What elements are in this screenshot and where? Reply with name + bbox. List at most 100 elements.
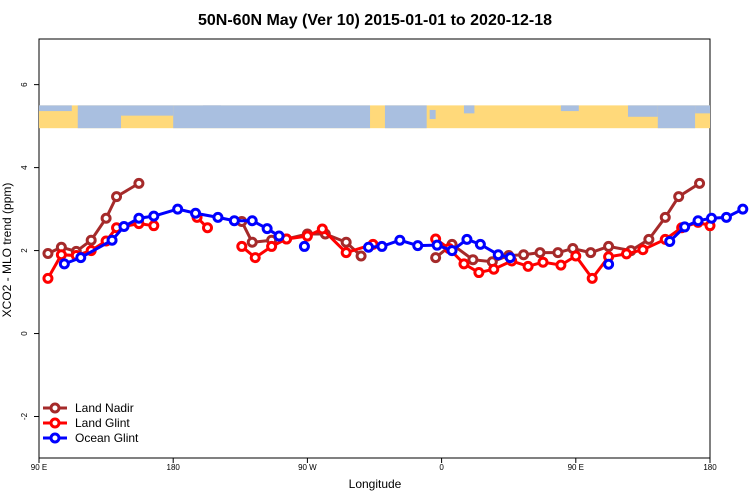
data-point (212, 211, 224, 223)
data-point (75, 252, 87, 264)
data-point (488, 263, 500, 275)
series-layer (42, 177, 749, 284)
data-point (190, 207, 202, 219)
data-point (504, 252, 516, 264)
data-point (643, 233, 655, 245)
data-point (340, 236, 352, 248)
data-point (664, 235, 676, 247)
y-tick-label: 0 (20, 331, 29, 336)
x-axis-label: Longitude (349, 477, 402, 491)
y-tick-label: -2 (20, 412, 29, 420)
data-point (679, 221, 691, 233)
data-point (458, 258, 470, 270)
data-point (705, 212, 717, 224)
data-point (376, 240, 388, 252)
data-point (394, 234, 406, 246)
legend-marker (49, 402, 61, 414)
map-ocean-region (384, 105, 427, 129)
legend-marker (49, 432, 61, 444)
data-point (249, 252, 261, 264)
data-point (659, 211, 671, 223)
data-point (603, 240, 615, 252)
series-line (434, 182, 701, 264)
data-point (534, 247, 546, 259)
map-ocean-region (429, 109, 436, 120)
map-ocean-region (203, 105, 221, 122)
data-point (412, 240, 424, 252)
data-point (261, 223, 273, 235)
data-point (355, 250, 367, 262)
data-point (246, 236, 258, 248)
data-point (236, 240, 248, 252)
data-point (446, 245, 458, 257)
data-point (58, 258, 70, 270)
x-tick-label: 90 E (568, 463, 584, 472)
data-point (55, 249, 67, 261)
legend-marker (49, 417, 61, 429)
x-tick-label: 90 W (298, 463, 317, 472)
data-point (692, 215, 704, 227)
data-point (474, 238, 486, 250)
data-point (133, 177, 145, 189)
data-point (585, 247, 597, 259)
map-ocean-region (463, 105, 475, 114)
map-ocean-region (657, 105, 696, 129)
map-ocean-region (695, 105, 710, 114)
data-point (720, 211, 732, 223)
data-point (586, 272, 598, 284)
data-point (298, 240, 310, 252)
y-axis-label: XCO2 - MLO trend (ppm) (0, 183, 14, 318)
world-map-strip (39, 105, 710, 129)
data-point (340, 247, 352, 259)
data-point (133, 212, 145, 224)
data-point (172, 203, 184, 215)
data-point (42, 247, 54, 259)
data-point (467, 254, 479, 266)
data-point (118, 221, 130, 233)
data-point (537, 256, 549, 268)
legend-item: Land Nadir (43, 401, 134, 415)
data-point (106, 234, 118, 246)
data-point (148, 220, 160, 232)
data-point (316, 223, 328, 235)
data-point (42, 272, 54, 284)
x-tick-label: 90 E (31, 463, 47, 472)
chart-title: 50N-60N May (Ver 10) 2015-01-01 to 2020-… (198, 12, 552, 29)
data-point (694, 177, 706, 189)
legend-label: Ocean Glint (75, 431, 139, 445)
data-point (555, 259, 567, 271)
series-line (63, 207, 280, 266)
legend-item: Ocean Glint (43, 431, 139, 445)
data-point (301, 230, 313, 242)
data-point (522, 260, 534, 272)
data-point (431, 239, 443, 251)
data-point (518, 249, 530, 261)
data-point (228, 215, 240, 227)
data-point (492, 249, 504, 261)
data-point (737, 203, 749, 215)
data-point (246, 215, 258, 227)
data-point (430, 252, 442, 264)
legend-label: Land Nadir (75, 401, 134, 415)
x-tick-label: 180 (167, 463, 181, 472)
series-ocean-glint (58, 203, 749, 270)
y-tick-label: 4 (20, 165, 29, 170)
data-point (461, 233, 473, 245)
data-point (637, 244, 649, 256)
data-point (273, 230, 285, 242)
map-ocean-region (39, 105, 72, 112)
data-point (673, 191, 685, 203)
data-point (85, 234, 97, 246)
data-point (363, 241, 375, 253)
map-ocean-region (121, 105, 174, 116)
data-point (473, 267, 485, 279)
data-point (201, 222, 213, 234)
x-tick-label: 0 (439, 463, 444, 472)
data-point (603, 258, 615, 270)
data-point (552, 247, 564, 259)
y-axis: -2 0 2 4 6 (20, 82, 39, 420)
legend-label: Land Glint (75, 416, 130, 430)
x-axis: 90 E 180 90 W 0 90 E 180 (31, 458, 717, 472)
map-ocean-region (173, 105, 371, 129)
map-ocean-region (560, 105, 579, 112)
